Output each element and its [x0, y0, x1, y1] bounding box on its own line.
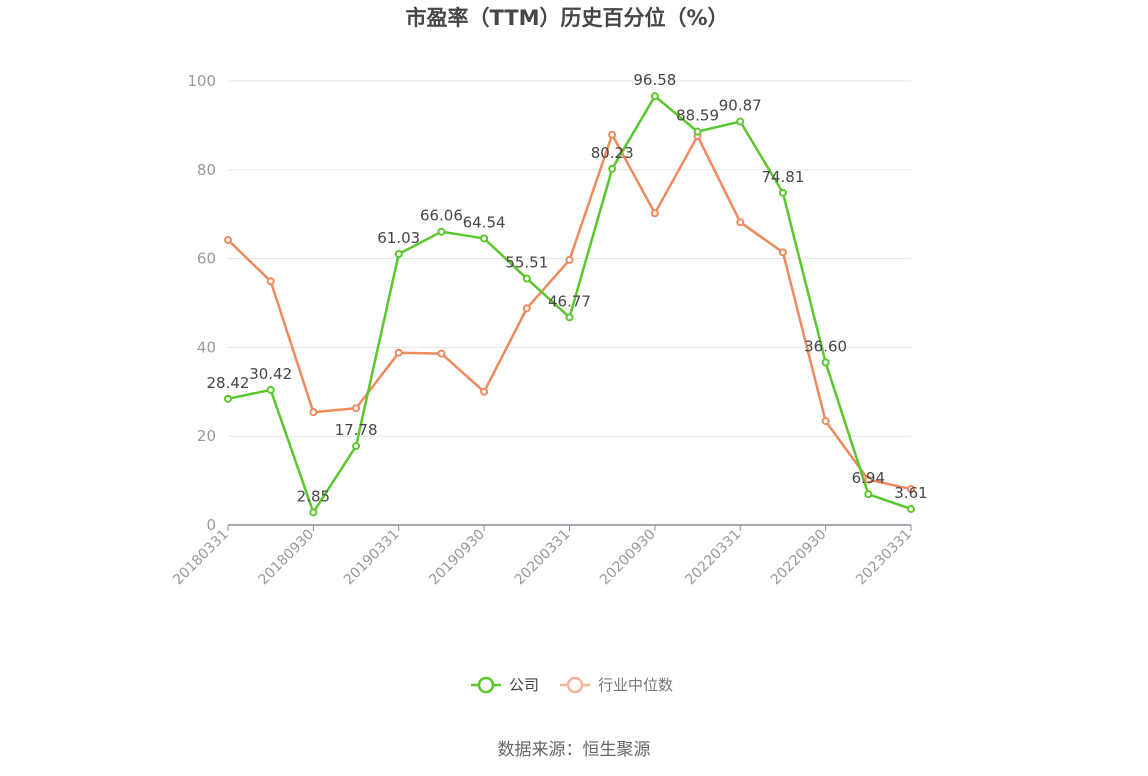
- x-axis: 20180331 20180930 20190331 20190930 20200331…: [170, 524, 915, 589]
- data-point-0: [480, 234, 489, 243]
- data-point-0: [394, 250, 403, 259]
- data-label: 96.58: [633, 71, 676, 89]
- data-label: 30.42: [249, 365, 292, 383]
- data-point-0: [693, 127, 702, 136]
- data-point-1: [778, 248, 787, 257]
- data-label: 64.54: [463, 213, 506, 231]
- x-tick-label: 20220331: [682, 527, 744, 589]
- y-tick-label: 100: [187, 72, 216, 90]
- data-label: 88.59: [676, 107, 719, 125]
- data-label: 6.94: [852, 469, 885, 487]
- data-label: 90.87: [719, 97, 762, 115]
- data-point-1: [480, 387, 489, 396]
- y-tick-label: 60: [197, 250, 216, 268]
- x-tick-label: 20190930: [426, 527, 488, 589]
- data-label: 55.51: [505, 254, 548, 272]
- data-point-0: [907, 504, 915, 513]
- data-point-0: [778, 188, 787, 197]
- y-axis: 0 20 40 60 80 100: [187, 72, 216, 534]
- data-point-1: [864, 475, 873, 484]
- data-label: 28.42: [207, 374, 250, 392]
- y-tick-label: 20: [197, 427, 216, 445]
- data-point-0: [864, 490, 873, 499]
- legend-label: 公司: [509, 676, 539, 694]
- data-point-1: [394, 348, 403, 357]
- x-tick-label: 20180930: [255, 527, 317, 589]
- data-point-1: [650, 209, 659, 218]
- data-label: 3.61: [894, 484, 927, 502]
- legend-item-0[interactable]: 公司: [471, 676, 539, 694]
- data-point-1: [224, 235, 232, 244]
- legend-item-1[interactable]: 行业中位数: [560, 676, 673, 694]
- chart-title: 市盈率（TTM）历史百分位（%）: [405, 6, 728, 30]
- data-label: 46.77: [548, 292, 591, 310]
- data-point-0: [522, 274, 531, 283]
- y-tick-label: 40: [197, 338, 216, 356]
- source-note: 数据来源：恒生聚源: [498, 740, 651, 760]
- data-label: 80.23: [591, 144, 634, 162]
- data-point-0: [224, 394, 232, 403]
- data-point-1: [352, 404, 361, 413]
- x-tick-label: 20180331: [170, 527, 232, 589]
- data-point-0: [352, 442, 361, 451]
- data-point-1: [907, 485, 915, 494]
- x-tick-label: 20220930: [768, 527, 830, 589]
- data-label: 61.03: [377, 229, 420, 247]
- data-point-1: [309, 408, 318, 417]
- legend-swatch-marker: [477, 676, 495, 694]
- data-label: 17.78: [335, 421, 378, 439]
- x-tick-label: 20230331: [853, 527, 915, 589]
- data-point-1: [821, 417, 830, 426]
- data-point-0: [736, 117, 745, 126]
- data-point-1: [565, 255, 574, 264]
- legend-label: 行业中位数: [598, 676, 673, 694]
- legend[interactable]: 公司 行业中位数: [471, 676, 673, 694]
- data-label: 74.81: [761, 168, 804, 186]
- x-tick-label: 20200930: [597, 527, 659, 589]
- data-point-1: [437, 349, 446, 358]
- data-point-0: [266, 385, 275, 394]
- y-tick-label: 80: [197, 161, 216, 179]
- legend-swatch-marker: [566, 676, 584, 694]
- x-tick-label: 20200331: [512, 527, 574, 589]
- series-points: [224, 92, 915, 517]
- data-point-1: [522, 304, 531, 313]
- data-label: 36.60: [804, 337, 847, 355]
- data-point-0: [309, 508, 318, 517]
- x-tick-label: 20190331: [341, 527, 403, 589]
- data-point-0: [821, 358, 830, 367]
- y-tick-label: 0: [206, 516, 216, 534]
- data-point-1: [608, 130, 617, 139]
- data-label: 66.06: [420, 207, 463, 225]
- data-point-1: [266, 277, 275, 286]
- data-point-0: [650, 92, 659, 101]
- data-point-0: [608, 164, 617, 173]
- data-point-0: [437, 227, 446, 236]
- data-label: 2.85: [297, 487, 330, 505]
- data-point-0: [565, 313, 574, 322]
- data-point-1: [736, 218, 745, 227]
